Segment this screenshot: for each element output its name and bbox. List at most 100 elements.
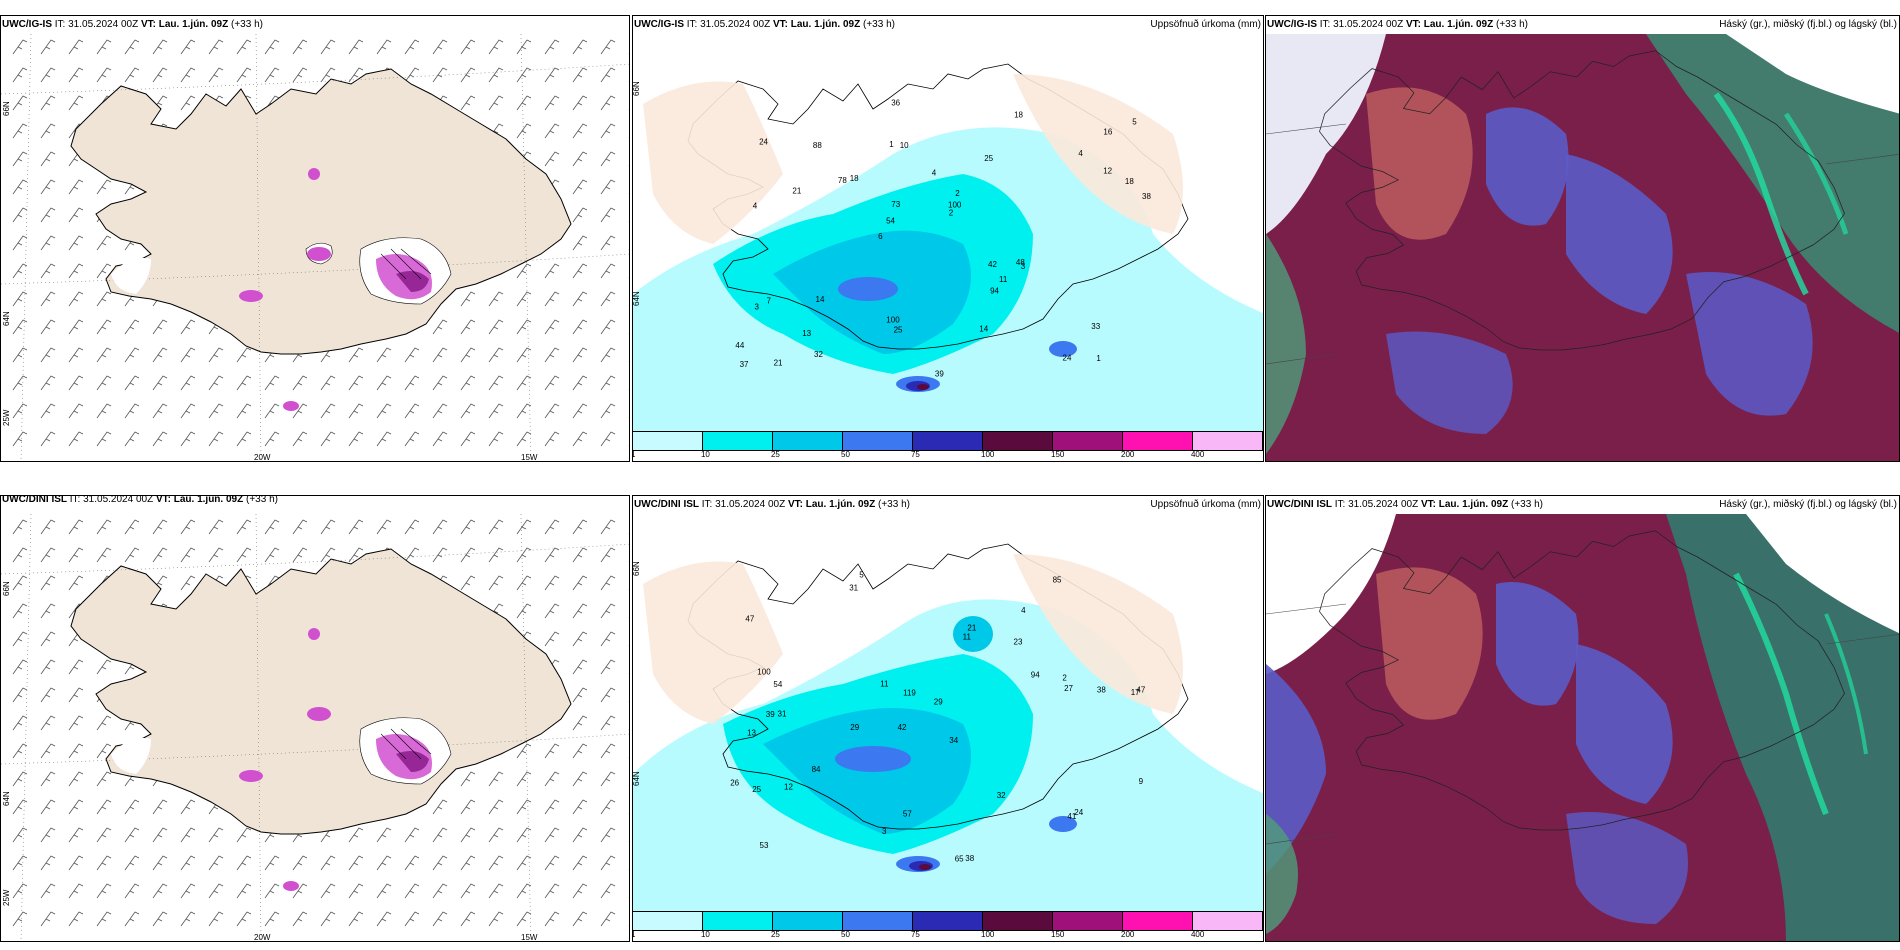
precip-value-label: 5: [1132, 117, 1137, 126]
wind-barb: [376, 911, 392, 927]
wind-barb: [152, 911, 168, 927]
precip-value-label: 38: [965, 854, 974, 863]
precip-panel-top: UWC/IG-IS IT: 31.05.2024 00Z VT: Lau. 1.…: [632, 15, 1264, 462]
legend-swatch: [1053, 432, 1123, 450]
wind-barb: [68, 519, 84, 535]
wind-barb: [600, 151, 616, 167]
panel-title: Háský (gr.), miðský (fj.bl.) og lágský (…: [1719, 19, 1897, 30]
legend-tick-label: 50: [841, 450, 850, 459]
wind-barb: [544, 263, 560, 279]
wind-barb: [432, 431, 448, 447]
precip-value-label: 7: [767, 297, 772, 306]
panel-header: UWC/DINI ISL IT: 31.05.2024 00Z VT: Lau.…: [1267, 499, 1543, 510]
wind-barb: [40, 715, 56, 731]
precip-value-label: 29: [850, 723, 859, 732]
wind-barb: [460, 575, 476, 591]
wind-barb: [348, 827, 364, 843]
wind-barb: [124, 883, 140, 899]
wind-barb: [600, 375, 616, 391]
precip-value-label: 14: [816, 295, 825, 304]
wind-barb: [96, 911, 112, 927]
lat-label-66n: 66N: [632, 561, 641, 576]
precip-value-label: 11: [963, 633, 972, 642]
wind-barb: [96, 179, 112, 195]
wind-barb: [628, 645, 629, 646]
precip-value-label: 24: [759, 137, 768, 146]
wind-barb: [236, 347, 252, 363]
panel-header: UWC/IG-IS IT: 31.05.2024 00Z VT: Lau. 1.…: [1267, 19, 1528, 30]
panel-title: Uppsöfnuð úrkoma (mm): [1150, 499, 1261, 510]
wind-barb: [348, 911, 364, 927]
wind-barb: [180, 375, 196, 391]
wind-barb: [12, 347, 28, 363]
precip-value-label: 1: [1096, 354, 1101, 363]
wind-barb: [124, 67, 140, 83]
wind-barb: [516, 95, 532, 111]
wind-barb: [40, 403, 56, 419]
legend-swatch: [983, 432, 1053, 450]
wind-barb: [572, 715, 588, 731]
precip-value-label: 65: [955, 855, 964, 864]
wind-barb: [96, 883, 112, 899]
wind-barb: [488, 827, 504, 843]
wind-barb: [404, 375, 420, 391]
wind-barb: [488, 67, 504, 83]
wind-barb: [124, 39, 140, 55]
wind-barb: [12, 207, 28, 223]
wind-barb: [544, 855, 560, 871]
precip-value-label: 54: [773, 680, 782, 689]
wind-barb: [152, 547, 168, 563]
wind-barb: [96, 39, 112, 55]
wind-barb: [460, 771, 476, 787]
wind-barb: [600, 771, 616, 787]
wind-barb: [376, 827, 392, 843]
wind-barb: [572, 547, 588, 563]
wind-barb: [544, 631, 560, 647]
precip-value-label: 53: [760, 841, 769, 850]
wind-barb: [628, 897, 629, 898]
wind-barb: [404, 855, 420, 871]
wind-barb: [152, 855, 168, 871]
wind-barb: [628, 673, 629, 674]
wind-barb: [348, 39, 364, 55]
lon-label-15w: 15W: [521, 933, 538, 942]
precip-value-label: 31: [778, 710, 787, 719]
wind-barb: [460, 403, 476, 419]
lon-label-15w: 15W: [521, 453, 538, 462]
wind-barb: [96, 519, 112, 535]
wind-barb: [96, 67, 112, 83]
wind-barb: [516, 547, 532, 563]
wind-barb: [12, 263, 28, 279]
wind-barb: [376, 883, 392, 899]
wind-barb: [404, 431, 420, 447]
wind-barb: [600, 883, 616, 899]
precip-value-label: 14: [979, 325, 988, 334]
precip-value-label: 26: [730, 779, 739, 788]
wind-barb: [544, 519, 560, 535]
wind-barb: [12, 95, 28, 111]
wind-barb: [516, 347, 532, 363]
wind-barb: [180, 519, 196, 535]
wind-barb: [124, 547, 140, 563]
wind-barb: [12, 715, 28, 731]
wind-barb: [516, 319, 532, 335]
wind-barb: [516, 39, 532, 55]
wind-barb: [12, 603, 28, 619]
legend-tick-label: 25: [770, 450, 780, 459]
precip-value-label: 94: [1031, 670, 1040, 679]
precip-value-label: 38: [1097, 686, 1106, 695]
legend-tick-label: 1: [633, 930, 635, 939]
precip-value-label: 3: [1021, 262, 1026, 271]
wind-barb: [124, 827, 140, 843]
wind-barb: [292, 375, 308, 391]
wind-barb: [68, 67, 84, 83]
wind-map: [1, 514, 629, 941]
wind-barb: [124, 431, 140, 447]
wind-barb: [600, 123, 616, 139]
wind-barb: [600, 911, 616, 927]
wind-barb: [628, 221, 629, 222]
legend-tick-label: 200: [1121, 450, 1135, 459]
wind-barb: [600, 263, 616, 279]
wind-barb: [628, 617, 629, 618]
wind-barb: [12, 39, 28, 55]
